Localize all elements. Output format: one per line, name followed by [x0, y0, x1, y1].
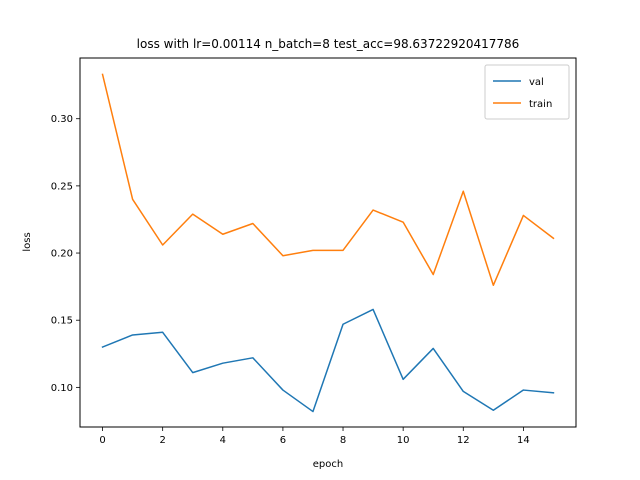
y-tick-label: 0.10: [51, 383, 73, 394]
y-tick-label: 0.20: [51, 249, 73, 260]
legend-label-train: train: [529, 99, 552, 110]
y-axis-label: loss: [22, 232, 33, 251]
x-tick-label: 0: [99, 435, 105, 446]
y-tick-label: 0.25: [51, 181, 73, 192]
x-axis: 0 2 4 6 8 10 12 14: [99, 427, 530, 446]
x-tick-label: 6: [280, 435, 286, 446]
x-tick-label: 8: [340, 435, 346, 446]
y-tick-label: 0.30: [51, 114, 73, 125]
series-line-val: [101, 308, 555, 413]
x-tick-label: 14: [517, 435, 530, 446]
chart-title: loss with lr=0.00114 n_batch=8 test_acc=…: [137, 37, 520, 51]
series-lines: [101, 73, 555, 413]
x-axis-label: epoch: [313, 459, 343, 470]
plot-area: [79, 57, 577, 428]
y-tick-label: 0.15: [51, 316, 73, 327]
legend-label-val: val: [529, 77, 544, 88]
y-axis: 0.10 0.15 0.20 0.25 0.30: [51, 114, 80, 394]
legend-box: [484, 64, 570, 120]
x-tick-label: 4: [220, 435, 226, 446]
x-tick-label: 2: [159, 435, 165, 446]
x-tick-label: 12: [457, 435, 470, 446]
x-tick-label: 10: [397, 435, 410, 446]
series-line-train: [101, 73, 555, 287]
legend: val train: [484, 64, 570, 120]
